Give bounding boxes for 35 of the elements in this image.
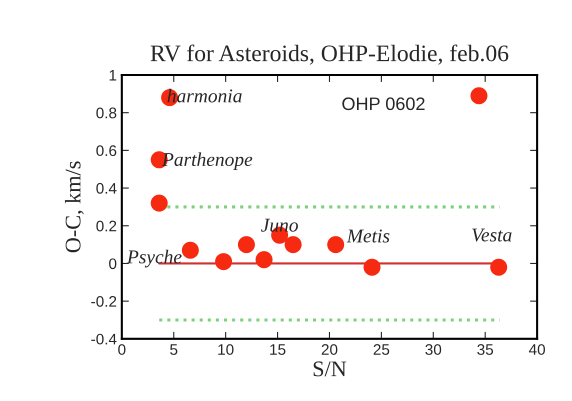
- annotation: OHP 0602: [342, 97, 425, 110]
- point: [364, 258, 381, 276]
- y-tick-label: -0.4: [91, 334, 117, 345]
- point: [238, 236, 255, 254]
- chart-title: RV for Asteroids, OHP-Elodie, feb.06: [150, 44, 508, 65]
- x-tick-label: 0: [118, 344, 126, 355]
- y-tick-label: 0.2: [96, 220, 116, 232]
- x-tick-label: 15: [270, 344, 286, 355]
- x-tick-label: 20: [322, 344, 338, 355]
- point: [150, 194, 168, 212]
- y-axis-title: O-C, km/s: [64, 161, 84, 252]
- y-tick-label: 0.6: [96, 145, 116, 156]
- x-tick-label: 10: [218, 344, 234, 355]
- y-tick-label: 0: [109, 258, 116, 270]
- x-tick-label: 40: [528, 344, 546, 355]
- x-tick-label: 25: [374, 344, 390, 355]
- point: [215, 253, 232, 270]
- y-tick-label: 1: [110, 70, 116, 81]
- annotation: Psyche: [126, 250, 182, 268]
- annotation: Juno: [261, 218, 298, 232]
- annotation: Metis: [346, 229, 390, 243]
- point: [470, 87, 488, 104]
- y-tick-label: 0.4: [96, 182, 117, 194]
- x-axis-title: S/N: [314, 361, 346, 376]
- point: [327, 236, 344, 254]
- y-tick-label: 0.8: [96, 108, 116, 118]
- x-tick-label: 30: [425, 344, 442, 355]
- point: [182, 242, 199, 259]
- annotation: Vesta: [472, 228, 512, 242]
- x-tick-label: 35: [477, 344, 494, 355]
- x-tick-label: 5: [170, 344, 178, 355]
- point: [284, 236, 302, 254]
- point: [490, 258, 508, 276]
- point: [256, 251, 273, 268]
- y-tick-label: -0.2: [91, 296, 116, 307]
